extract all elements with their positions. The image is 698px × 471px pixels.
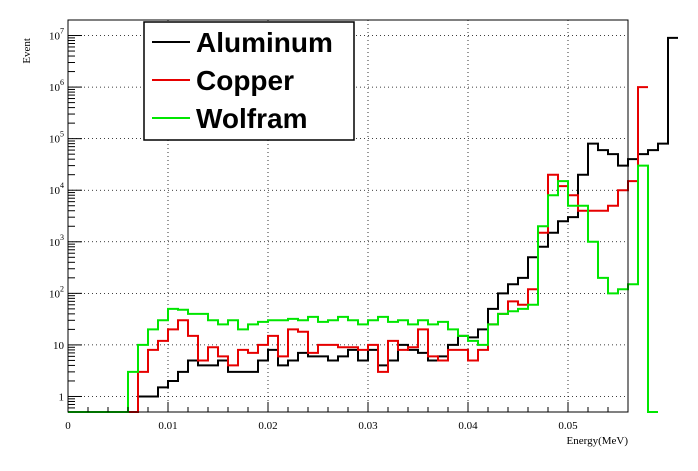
series-line-wolfram [68, 164, 658, 413]
x-tick-label: 0.02 [258, 420, 277, 432]
x-axis-title: Energy(MeV) [567, 435, 629, 447]
y-tick-exponent: 5 [60, 130, 64, 139]
y-tick-label: 103 [49, 233, 64, 249]
y-tick-base: 10 [49, 82, 61, 94]
y-tick-base: 10 [49, 288, 61, 300]
y-tick-label: 106 [49, 78, 64, 94]
y-tick-base: 10 [49, 31, 61, 43]
y-tick-label: 104 [49, 181, 64, 197]
legend-label: Aluminum [196, 27, 333, 58]
legend: Aluminum Copper Wolfram [143, 21, 355, 141]
x-axis: 0 0.01 0.02 0.03 0.04 0.05 [65, 402, 629, 432]
x-tick-label: 0.01 [158, 420, 177, 432]
y-tick-label: 102 [49, 284, 64, 300]
legend-label: Wolfram [196, 103, 308, 134]
y-tick-base: 10 [49, 237, 61, 249]
y-tick-base: 10 [53, 340, 65, 352]
y-tick-label: 10 [53, 340, 65, 352]
y-tick-exponent: 4 [60, 181, 64, 190]
y-tick-label: 105 [49, 130, 64, 146]
y-tick-label: 1 [59, 391, 65, 403]
y-tick-base: 1 [59, 391, 65, 403]
series-line-copper [68, 86, 648, 413]
y-tick-exponent: 6 [60, 78, 64, 87]
x-tick-label: 0.05 [558, 420, 578, 432]
x-tick-label: 0.04 [458, 420, 478, 432]
y-tick-exponent: 7 [60, 27, 64, 36]
y-tick-base: 10 [49, 185, 61, 197]
y-tick-exponent: 2 [60, 284, 64, 293]
y-tick-exponent: 3 [60, 233, 64, 242]
plot-series [68, 36, 678, 413]
y-tick-label: 107 [49, 27, 64, 43]
x-tick-label: 0 [65, 420, 71, 432]
y-axis-title: Event [21, 38, 33, 64]
y-tick-base: 10 [49, 134, 61, 146]
legend-label: Copper [196, 65, 294, 96]
x-tick-label: 0.03 [358, 420, 378, 432]
